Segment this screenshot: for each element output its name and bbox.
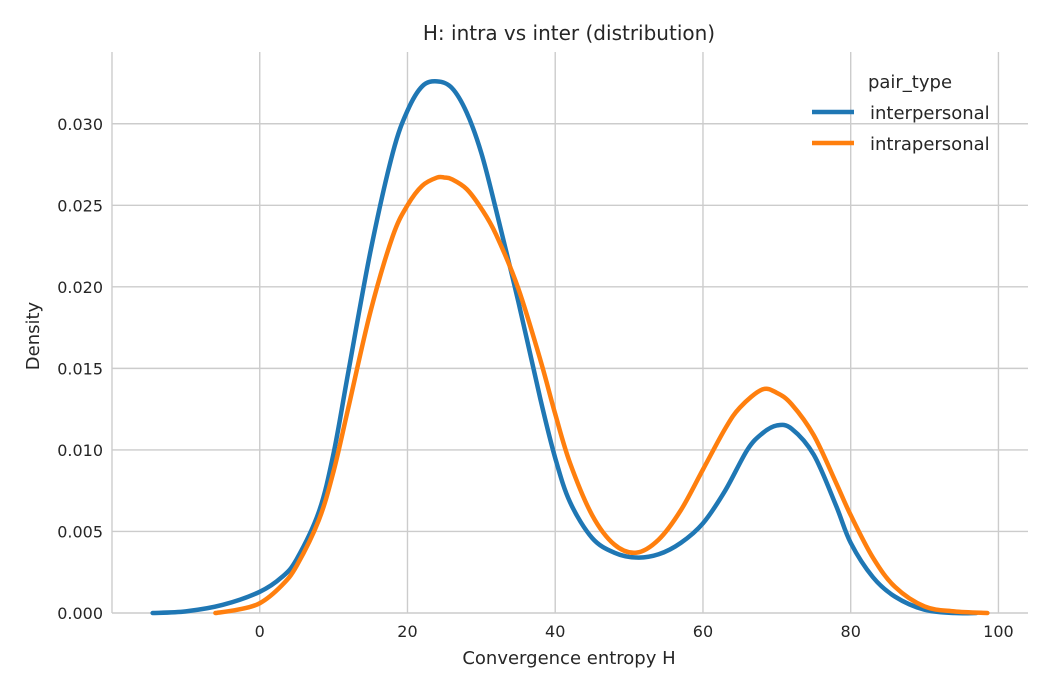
legend: pair_type interpersonal intrapersonal xyxy=(812,72,990,155)
legend-items: interpersonal intrapersonal xyxy=(812,103,990,155)
legend-label-interpersonal: interpersonal xyxy=(870,103,990,124)
x-ticks: 0 20 40 60 80 100 xyxy=(255,622,1014,641)
y-ticks: 0.000 0.005 0.010 0.015 0.020 0.025 0.030 xyxy=(57,115,103,623)
x-tick-label: 80 xyxy=(841,622,861,641)
x-axis-label: Convergence entropy H xyxy=(462,648,675,669)
legend-label-intrapersonal: intrapersonal xyxy=(870,134,990,155)
legend-title: pair_type xyxy=(868,72,952,93)
y-tick-label: 0.000 xyxy=(57,604,103,623)
series-line-intrapersonal xyxy=(213,174,990,616)
y-tick-label: 0.030 xyxy=(57,115,103,134)
y-axis-label: Density xyxy=(23,301,44,370)
x-tick-label: 20 xyxy=(397,622,417,641)
x-tick-label: 0 xyxy=(255,622,265,641)
series-line-interpersonal xyxy=(150,79,979,616)
y-tick-label: 0.020 xyxy=(57,278,103,297)
axis-spines xyxy=(111,52,1028,614)
y-tick-label: 0.005 xyxy=(57,522,103,541)
chart-title: H: intra vs inter (distribution) xyxy=(423,21,715,45)
y-tick-label: 0.015 xyxy=(57,359,103,378)
y-tick-label: 0.025 xyxy=(57,196,103,215)
grid xyxy=(112,52,1028,613)
series-lines xyxy=(150,79,990,616)
x-tick-label: 60 xyxy=(693,622,713,641)
y-tick-label: 0.010 xyxy=(57,441,103,460)
x-tick-label: 40 xyxy=(545,622,565,641)
x-tick-label: 100 xyxy=(983,622,1014,641)
